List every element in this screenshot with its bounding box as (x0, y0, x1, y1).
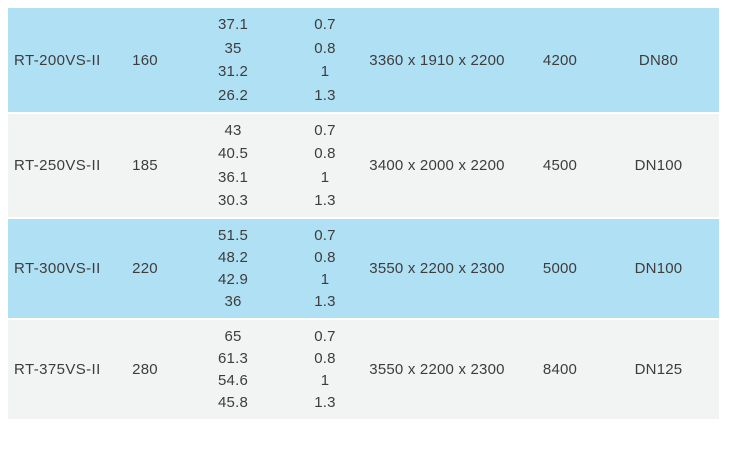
value-line: 1.3 (314, 191, 336, 209)
value-line: 1 (320, 271, 330, 289)
table-row: RT-250VS-II 185 43 40.5 36.1 30.3 0.7 0.… (8, 114, 719, 217)
value-line: 54.6 (218, 372, 248, 390)
param-cell: 280 (132, 361, 158, 378)
values-cell-a: 37.1 35 31.2 26.2 (168, 8, 298, 112)
model-cell: RT-200VS-II (14, 51, 101, 69)
model-cell: RT-250VS-II (14, 157, 101, 174)
value-line: 30.3 (218, 191, 248, 209)
param-cell: 160 (132, 51, 158, 69)
value-line: 37.1 (218, 16, 248, 34)
table-row: RT-300VS-II 220 51.5 48.2 42.9 36 0.7 0.… (8, 219, 719, 318)
value-line: 48.2 (218, 248, 248, 266)
value-line: 43 (224, 122, 242, 140)
value-line: 0.7 (314, 16, 336, 34)
value-line: 1 (320, 372, 330, 390)
numeric-cell: 8400 (542, 361, 578, 378)
value-line: 0.8 (314, 248, 336, 266)
value-line: 36 (224, 293, 242, 311)
dn-size-cell: DN100 (634, 157, 683, 174)
value-line: 26.2 (218, 86, 248, 104)
values-cell-b: 0.7 0.8 1 1.3 (298, 320, 352, 419)
model-cell: RT-375VS-II (14, 361, 101, 378)
dn-size-cell: DN125 (634, 361, 683, 378)
value-line: 0.8 (314, 39, 336, 57)
table-row: RT-200VS-II 160 37.1 35 31.2 26.2 0.7 0.… (8, 8, 719, 112)
values-cell-b: 0.7 0.8 1 1.3 (298, 114, 352, 217)
dimensions-cell: 3550 x 2200 x 2300 (369, 260, 505, 277)
numeric-cell: 4200 (542, 51, 578, 69)
dimensions-cell: 3400 x 2000 x 2200 (369, 157, 505, 174)
values-cell-a: 51.5 48.2 42.9 36 (168, 219, 298, 318)
dn-size-cell: DN100 (634, 260, 683, 277)
value-line: 36.1 (218, 168, 248, 186)
value-line: 0.8 (314, 349, 336, 367)
value-line: 0.8 (314, 145, 336, 163)
numeric-cell: 5000 (542, 260, 578, 277)
value-line: 0.7 (314, 226, 336, 244)
value-line: 61.3 (218, 349, 248, 367)
param-cell: 185 (132, 157, 158, 174)
value-line: 31.2 (218, 63, 248, 81)
value-line: 0.7 (314, 327, 336, 345)
value-line: 1 (320, 168, 330, 186)
value-line: 1.3 (314, 86, 336, 104)
value-line: 0.7 (314, 122, 336, 140)
dimensions-cell: 3360 x 1910 x 2200 (369, 51, 505, 69)
value-line: 45.8 (218, 394, 248, 412)
value-line: 1.3 (314, 394, 336, 412)
dn-size-cell: DN80 (638, 51, 679, 69)
table-row: RT-375VS-II 280 65 61.3 54.6 45.8 0.7 0.… (8, 320, 719, 419)
model-cell: RT-300VS-II (14, 260, 101, 277)
value-line: 65 (224, 327, 242, 345)
value-line: 40.5 (218, 145, 248, 163)
values-cell-a: 43 40.5 36.1 30.3 (168, 114, 298, 217)
values-cell-a: 65 61.3 54.6 45.8 (168, 320, 298, 419)
value-line: 42.9 (218, 271, 248, 289)
values-cell-b: 0.7 0.8 1 1.3 (298, 8, 352, 112)
value-line: 51.5 (218, 226, 248, 244)
spec-table: RT-200VS-II 160 37.1 35 31.2 26.2 0.7 0.… (8, 8, 719, 421)
numeric-cell: 4500 (542, 157, 578, 174)
value-line: 1.3 (314, 293, 336, 311)
param-cell: 220 (132, 260, 158, 277)
value-line: 35 (224, 39, 242, 57)
value-line: 1 (320, 63, 330, 81)
dimensions-cell: 3550 x 2200 x 2300 (369, 361, 505, 378)
values-cell-b: 0.7 0.8 1 1.3 (298, 219, 352, 318)
